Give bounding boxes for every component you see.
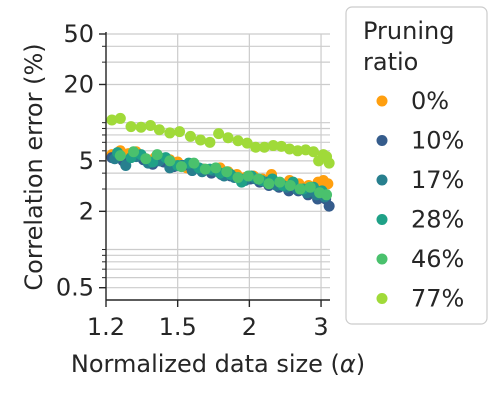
legend-marker-0pct: [376, 95, 388, 107]
point-77pct: [174, 126, 186, 138]
point-46pct: [253, 173, 265, 185]
point-46pct: [321, 189, 333, 201]
x-axis-label: Normalized data size (α): [71, 350, 365, 378]
point-77pct: [153, 124, 165, 136]
point-77pct: [204, 136, 216, 148]
point-46pct: [114, 150, 126, 162]
y-tick-label: 20: [63, 70, 94, 98]
legend-label-28pct: 28%: [411, 206, 464, 234]
x-axis-ticks: 1.2 1.5 2 3: [87, 300, 329, 341]
point-77pct: [125, 121, 137, 133]
point-77pct: [222, 132, 234, 144]
legend-marker-17pct: [376, 174, 388, 186]
point-46pct: [164, 155, 176, 167]
point-77pct: [114, 112, 126, 124]
point-46pct: [263, 178, 275, 190]
point-46pct: [304, 181, 316, 193]
legend-label-46pct: 46%: [411, 245, 464, 273]
point-46pct: [274, 176, 286, 188]
x-tick-label: 1.5: [159, 313, 197, 341]
point-77pct: [195, 134, 207, 146]
point-77pct: [184, 130, 196, 142]
legend-title-line1: Pruning: [363, 17, 454, 45]
point-46pct: [128, 146, 140, 158]
legend-label-17pct: 17%: [411, 166, 464, 194]
point-10pct: [323, 200, 335, 212]
grid-lines: [105, 33, 330, 300]
point-77pct: [323, 157, 335, 169]
y-tick-label: 0.5: [56, 274, 94, 302]
point-77pct: [232, 135, 244, 147]
x-tick-label: 3: [313, 313, 328, 341]
point-77pct: [106, 114, 118, 126]
series-77pct: [106, 112, 335, 169]
point-46pct: [199, 163, 211, 175]
legend-entries: 0% 10% 17% 28% 46% 77%: [376, 87, 464, 313]
point-77pct: [307, 146, 319, 158]
point-46pct: [210, 162, 222, 174]
legend-marker-28pct: [376, 214, 388, 225]
point-46pct: [232, 171, 244, 183]
y-tick-label: 50: [63, 20, 94, 48]
point-46pct: [151, 149, 163, 161]
point-46pct: [175, 161, 187, 173]
point-77pct: [135, 121, 147, 133]
legend-label-10pct: 10%: [411, 127, 464, 155]
data-points: [106, 112, 335, 212]
y-tick-label: 5: [79, 147, 94, 175]
legend-label-0pct: 0%: [411, 87, 449, 115]
y-tick-label: 2: [79, 197, 94, 225]
x-tick-label: 1.2: [87, 313, 125, 341]
point-46pct: [284, 179, 296, 191]
x-tick-label: 2: [242, 313, 257, 341]
legend-marker-10pct: [376, 135, 388, 146]
point-77pct: [250, 141, 262, 153]
point-77pct: [241, 137, 253, 149]
point-46pct: [140, 153, 152, 165]
y-axis-ticks: 0.5 2 5 20 50: [56, 20, 106, 302]
series-46pct: [114, 146, 333, 201]
point-17pct: [120, 159, 132, 171]
legend-label-77pct: 77%: [411, 285, 464, 313]
point-77pct: [258, 141, 270, 153]
point-46pct: [221, 166, 233, 178]
point-46pct: [294, 183, 306, 195]
legend: Pruning ratio 0% 10% 17% 28% 46% 77%: [345, 6, 488, 325]
point-46pct: [188, 157, 200, 169]
y-axis-label: Correlation error (%): [20, 43, 48, 290]
point-77pct: [292, 145, 304, 157]
legend-marker-77pct: [376, 293, 388, 304]
legend-marker-46pct: [376, 253, 388, 265]
point-77pct: [213, 128, 225, 140]
legend-title-line2: ratio: [363, 48, 418, 76]
point-46pct: [242, 170, 254, 182]
point-77pct: [267, 140, 279, 152]
point-77pct: [144, 119, 156, 131]
legend-frame: [345, 6, 488, 325]
point-77pct: [164, 127, 176, 139]
